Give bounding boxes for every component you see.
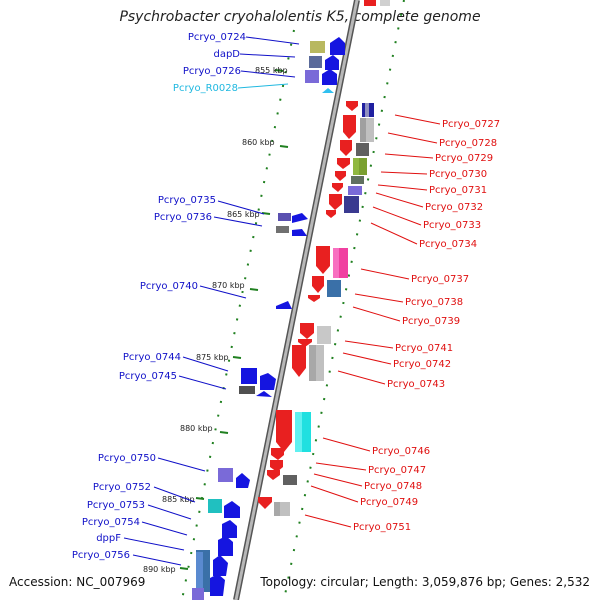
gene-label-pcryo-0751: Pcryo_0751: [353, 522, 411, 533]
gene-label-pcryo-0728: Pcryo_0728: [439, 138, 497, 149]
right-label-connectors: [304, 114, 441, 528]
gene-label-pcryo-0727: Pcryo_0727: [442, 119, 500, 130]
left-gene-labels: Pcryo_0724 dapD Pcryo_0726 Pcryo_R0028 P…: [72, 32, 246, 561]
scale-label-875: 875 kbp: [196, 353, 229, 362]
left-label-connectors: [123, 36, 300, 566]
gene-label-pcryo-0737: Pcryo_0737: [411, 274, 469, 285]
gene-label-pcryo-0746: Pcryo_0746: [372, 446, 430, 457]
gene-label-pcryo-0738: Pcryo_0738: [405, 297, 463, 308]
gene-label-pcryo-0754: Pcryo_0754: [82, 517, 140, 528]
gene-label-pcryo-0733: Pcryo_0733: [423, 220, 481, 231]
gene-label-pcryo-0749: Pcryo_0749: [360, 497, 418, 508]
gene-label-pcryo-0756: Pcryo_0756: [72, 550, 130, 561]
gene-label-pcryo-0740: Pcryo_0740: [140, 281, 198, 292]
gene-label-pcryo-0735: Pcryo_0735: [158, 195, 216, 206]
gene-label-pcryo-0726: Pcryo_0726: [183, 66, 241, 77]
reverse-strand-features: [258, 0, 390, 516]
gene-label-pcryo-0734: Pcryo_0734: [419, 239, 477, 250]
outer-right-dotted-track: [283, 0, 405, 600]
scale-labels: 855 kbp 860 kbp 865 kbp 870 kbp 875 kbp …: [143, 66, 288, 574]
gene-label-pcryo-0730: Pcryo_0730: [429, 169, 487, 180]
scale-label-860: 860 kbp: [242, 138, 275, 147]
gene-label-pcryo-0739: Pcryo_0739: [402, 316, 460, 327]
gene-label-pcryo-0744: Pcryo_0744: [123, 352, 181, 363]
scale-label-870: 870 kbp: [212, 281, 245, 290]
topology-info: Topology: circular; Length: 3,059,876 bp…: [260, 575, 590, 589]
gene-label-pcryo-r0028: Pcryo_R0028: [173, 83, 238, 94]
gene-label-pcryo-0729: Pcryo_0729: [435, 153, 493, 164]
gene-label-pcryo-0752: Pcryo_0752: [93, 482, 151, 493]
scale-label-880: 880 kbp: [180, 424, 213, 433]
gene-label-pcryo-0742: Pcryo_0742: [393, 359, 451, 370]
scale-label-885: 885 kbp: [162, 495, 195, 504]
gene-label-pcryo-0750: Pcryo_0750: [98, 453, 156, 464]
right-gene-labels: Pcryo_0727 Pcryo_0728 Pcryo_0729 Pcryo_0…: [353, 119, 500, 533]
map-title: Psychrobacter cryohalolentis K5, complet…: [119, 9, 481, 25]
gene-label-pcryo-0724: Pcryo_0724: [188, 32, 246, 43]
gene-label-dapd: dapD: [213, 49, 240, 60]
forward-strand-features: [192, 37, 345, 600]
scale-label-890: 890 kbp: [143, 565, 176, 574]
gene-label-pcryo-0736: Pcryo_0736: [154, 212, 212, 223]
gene-label-pcryo-0732: Pcryo_0732: [425, 202, 483, 213]
gene-label-pcryo-0745: Pcryo_0745: [119, 371, 177, 382]
scale-label-865: 865 kbp: [227, 210, 260, 219]
gene-label-pcryo-0753: Pcryo_0753: [87, 500, 145, 511]
gene-label-pcryo-0748: Pcryo_0748: [364, 481, 422, 492]
accession-label: Accession: NC_007969: [9, 575, 146, 589]
gene-label-pcryo-0731: Pcryo_0731: [429, 185, 487, 196]
scale-label-855: 855 kbp: [255, 66, 288, 75]
gene-label-pcryo-0743: Pcryo_0743: [387, 379, 445, 390]
scale-ticks: [179, 69, 289, 570]
genome-backbone: [233, 0, 360, 600]
gene-label-pcryo-0741: Pcryo_0741: [395, 343, 453, 354]
gene-label-pcryo-0747: Pcryo_0747: [368, 465, 426, 476]
gene-label-dppf: dppF: [96, 533, 121, 544]
